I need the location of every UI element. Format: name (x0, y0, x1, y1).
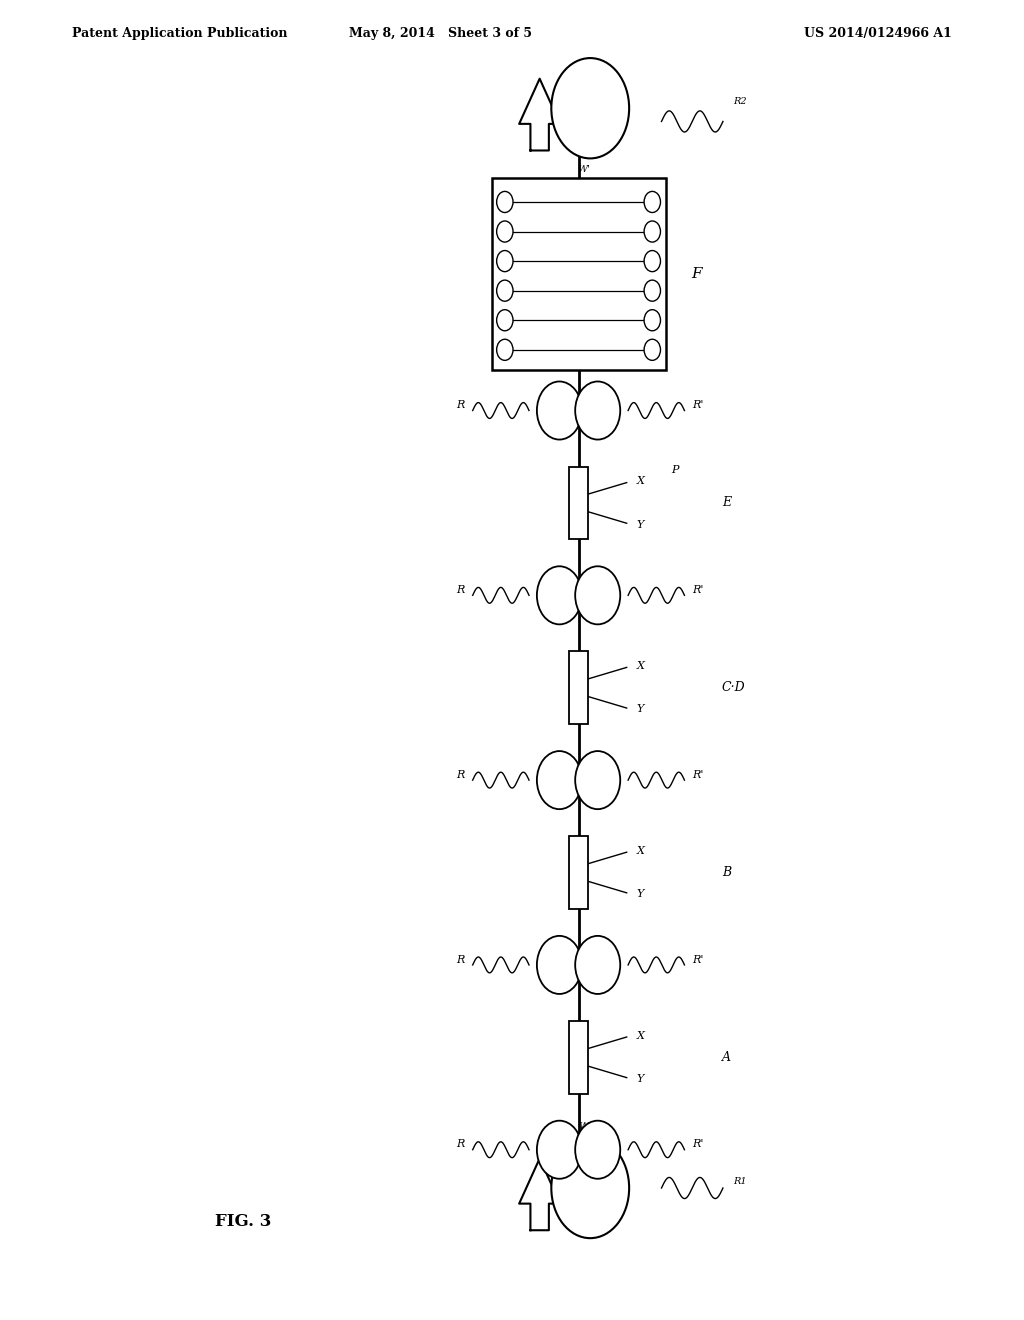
Text: R': R' (692, 770, 705, 780)
Text: W': W' (578, 165, 590, 174)
Text: X: X (637, 846, 645, 855)
Text: FIG. 3: FIG. 3 (215, 1213, 271, 1229)
Circle shape (644, 191, 660, 213)
Text: A: A (722, 1051, 731, 1064)
Text: E: E (722, 496, 731, 510)
Text: W: W (579, 1122, 589, 1131)
Text: Y: Y (637, 890, 644, 899)
Text: R: R (456, 1139, 465, 1150)
Text: F: F (691, 267, 701, 281)
Text: X: X (637, 477, 645, 486)
Text: B: B (722, 866, 731, 879)
Text: R': R' (692, 585, 705, 595)
Text: R': R' (692, 1139, 705, 1150)
Text: X: X (637, 661, 645, 671)
Bar (569, 466, 588, 539)
Text: R: R (456, 770, 465, 780)
Circle shape (537, 566, 582, 624)
Circle shape (575, 566, 621, 624)
Circle shape (537, 936, 582, 994)
Text: R: R (456, 400, 465, 411)
Text: P: P (671, 465, 678, 475)
Text: US 2014/0124966 A1: US 2014/0124966 A1 (805, 26, 952, 40)
Text: R1: R1 (733, 1177, 746, 1185)
Text: X: X (637, 1031, 645, 1040)
Circle shape (644, 280, 660, 301)
Circle shape (551, 1138, 629, 1238)
Circle shape (644, 251, 660, 272)
Circle shape (497, 251, 513, 272)
Text: Patent Application Publication: Patent Application Publication (72, 26, 287, 40)
Circle shape (497, 191, 513, 213)
Text: Y: Y (637, 1074, 644, 1084)
Circle shape (575, 1121, 621, 1179)
Text: R: R (456, 954, 465, 965)
Text: R': R' (692, 400, 705, 411)
Bar (569, 652, 588, 725)
Text: R': R' (692, 954, 705, 965)
Text: Y: Y (637, 705, 644, 714)
Circle shape (575, 381, 621, 440)
Text: Y: Y (637, 520, 644, 529)
Circle shape (497, 339, 513, 360)
Circle shape (497, 280, 513, 301)
Circle shape (537, 751, 582, 809)
Circle shape (537, 381, 582, 440)
Circle shape (497, 220, 513, 242)
Text: R2: R2 (733, 98, 746, 106)
Text: C·D: C·D (722, 681, 745, 694)
Text: May 8, 2014   Sheet 3 of 5: May 8, 2014 Sheet 3 of 5 (349, 26, 531, 40)
Circle shape (497, 310, 513, 331)
Circle shape (644, 310, 660, 331)
Circle shape (575, 751, 621, 809)
Bar (569, 837, 588, 908)
Circle shape (537, 1121, 582, 1179)
Circle shape (644, 339, 660, 360)
Circle shape (551, 58, 629, 158)
Circle shape (644, 220, 660, 242)
Text: R: R (456, 585, 465, 595)
Bar (492, 178, 666, 370)
Circle shape (575, 936, 621, 994)
Bar (569, 1022, 588, 1093)
